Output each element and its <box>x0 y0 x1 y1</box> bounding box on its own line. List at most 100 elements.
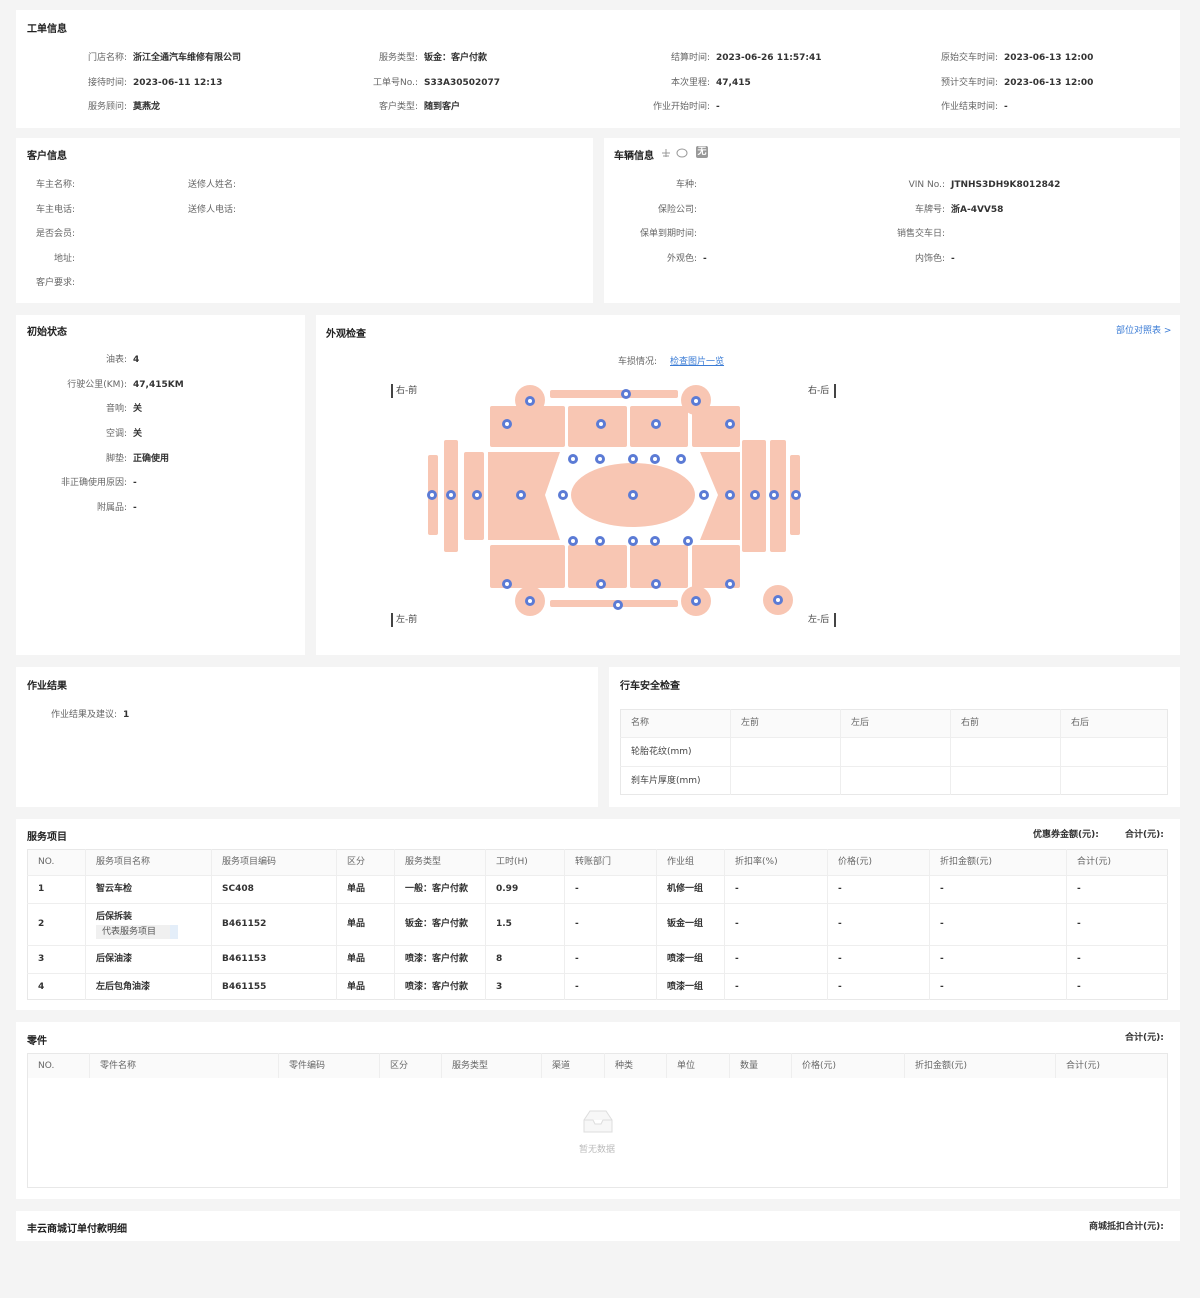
card-title: 工单信息 <box>27 24 67 35</box>
column-header: 合计(元) <box>1066 1060 1101 1071</box>
field-label: VIN No.: <box>908 180 945 190</box>
field-label: 销售交车日: <box>896 229 945 239</box>
field-label: 作业开始时间: <box>652 102 710 112</box>
reference-link[interactable]: 部位对照表 > <box>1116 326 1172 336</box>
cell: 轮胎花纹(mm) <box>631 746 692 757</box>
car-part <box>598 539 602 543</box>
field-label: 客户类型: <box>378 102 418 112</box>
car-part <box>653 457 657 461</box>
field-label: 原始交车时间: <box>940 53 998 63</box>
field-label: 是否会员: <box>35 229 75 239</box>
cell: 4 <box>38 981 45 992</box>
column-divider <box>211 849 212 1000</box>
car-part <box>728 493 732 497</box>
corner-bar <box>391 613 393 627</box>
field-value: - <box>716 102 720 112</box>
column-header: 零件名称 <box>100 1060 137 1071</box>
car-part <box>694 599 698 603</box>
column-header: 渠道 <box>552 1060 571 1071</box>
column-divider <box>564 849 565 1000</box>
field-label: 内饰色: <box>914 254 945 264</box>
column-divider <box>1055 1053 1056 1078</box>
cell: 钣金一组 <box>667 919 704 929</box>
car-part <box>571 457 575 461</box>
corner-label: 右-前 <box>396 386 418 396</box>
cell: - <box>838 884 842 894</box>
card-title: 车辆信息 <box>614 151 654 162</box>
field-value: - <box>1004 102 1008 112</box>
field-label: 送修人姓名: <box>187 180 236 190</box>
column-header: 服务类型 <box>452 1060 489 1071</box>
column-divider <box>85 849 86 1000</box>
cell: 喷漆：客户付款 <box>405 954 469 964</box>
field-value: 浙A-4VV58 <box>951 205 1004 215</box>
field-label: 油表: <box>105 355 127 365</box>
column-header: 作业组 <box>667 857 695 867</box>
field-label: 附属品: <box>96 503 127 513</box>
card-title: 作业结果 <box>27 681 67 692</box>
card-title: 客户信息 <box>27 151 67 162</box>
column-header: 服务项目名称 <box>96 857 151 867</box>
cell: - <box>735 981 739 992</box>
column-header: 区分 <box>390 1060 409 1071</box>
field-value: JTNHS3DH9K8012842 <box>951 180 1061 190</box>
cell: B461152 <box>222 919 267 929</box>
cell: 单品 <box>347 919 366 929</box>
car-part <box>654 582 658 586</box>
corner-label: 左-前 <box>396 615 418 625</box>
column-header: 区分 <box>347 857 366 867</box>
cell: B461153 <box>222 954 267 964</box>
cell: - <box>838 981 842 992</box>
cell: - <box>575 884 579 894</box>
field-value: - <box>703 254 707 264</box>
cell: 0.99 <box>496 884 519 894</box>
field-label: 作业结果及建议: <box>50 710 117 720</box>
field-value: - <box>133 503 137 513</box>
field-label: 预计交车时间: <box>940 78 998 88</box>
column-divider <box>1060 709 1061 795</box>
field-value: 关 <box>133 404 143 414</box>
damage-link[interactable]: 检查图片一览 <box>670 357 725 367</box>
cell: 1.5 <box>496 919 512 929</box>
car-part <box>599 582 603 586</box>
column-header: NO. <box>38 857 55 867</box>
field-label: 外观色: <box>666 254 697 264</box>
card-title: 外观检查 <box>326 329 366 340</box>
field-label: 保险公司: <box>657 205 697 215</box>
cell: - <box>575 981 579 992</box>
column-divider <box>541 1053 542 1078</box>
field-label: 作业结束时间: <box>940 102 998 112</box>
column-divider <box>666 1053 667 1078</box>
column-divider <box>379 1053 380 1078</box>
field-value: 1 <box>123 710 130 720</box>
car-part <box>449 493 453 497</box>
field-label: 车损情况: <box>617 357 657 367</box>
car-part <box>728 422 732 426</box>
cell: 后保拆装 <box>96 912 133 922</box>
column-divider <box>730 709 731 795</box>
vehicle-icons <box>662 148 688 158</box>
field-value: 关 <box>133 429 143 439</box>
car-part <box>700 452 740 540</box>
card-title: 服务项目 <box>27 832 67 843</box>
table-border <box>27 1053 1168 1188</box>
field-value: 随到客户 <box>424 102 461 112</box>
car-part <box>692 545 740 588</box>
column-divider <box>441 1053 442 1078</box>
empty-text: 暂无数据 <box>579 1145 616 1155</box>
field-label: 结算时间: <box>670 53 710 63</box>
column-divider <box>485 849 486 1000</box>
cell: - <box>940 884 944 894</box>
field-value: 钣金：客户付款 <box>424 53 488 63</box>
field-value: S33A30502077 <box>424 78 501 88</box>
car-part <box>679 457 683 461</box>
car-part <box>490 545 565 588</box>
column-header: 服务类型 <box>405 857 442 867</box>
cell: 喷漆一组 <box>667 954 704 964</box>
field-label: 车主电话: <box>35 205 75 215</box>
column-header: 右后 <box>1071 718 1090 728</box>
row-divider <box>27 973 1168 974</box>
car-part <box>475 493 479 497</box>
cell: 3 <box>496 981 503 992</box>
